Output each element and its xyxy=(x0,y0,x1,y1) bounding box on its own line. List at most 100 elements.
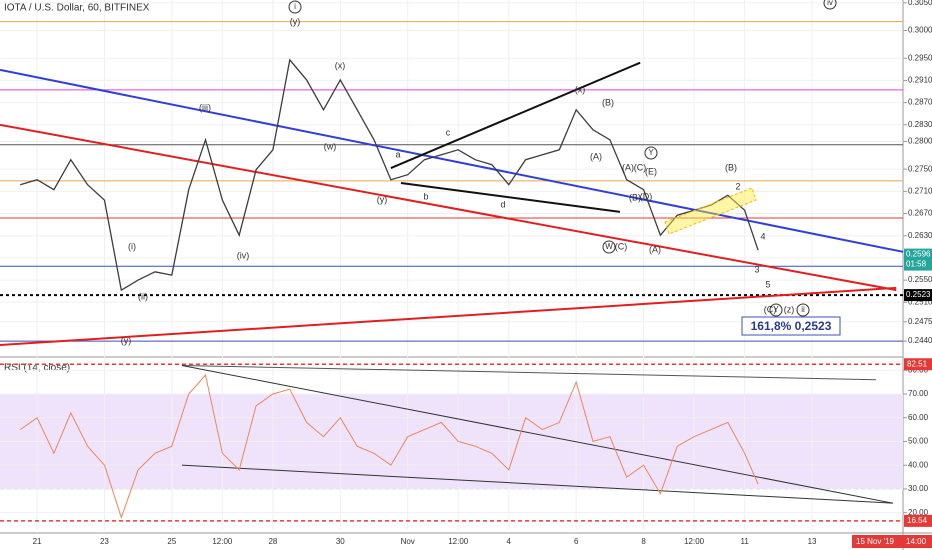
y-tick-label: 60.00 xyxy=(908,413,929,422)
y-tick-label: 20.00 xyxy=(908,508,929,517)
x-tick-label: 12:00 xyxy=(684,537,705,546)
wave-label: i xyxy=(294,2,296,11)
trendline xyxy=(181,464,893,504)
wave-circle xyxy=(644,146,658,160)
wave-label: (B) xyxy=(725,162,737,172)
y-tick-label: 0.2750 xyxy=(908,164,932,173)
wave-circle xyxy=(796,303,810,317)
footer-time: 14:00 xyxy=(906,537,927,546)
y-tick-label: 0.2800 xyxy=(908,137,932,146)
wave-label: 3 xyxy=(754,264,759,274)
x-tick-label: 30 xyxy=(336,537,345,546)
y-tick-label: 0.3000 xyxy=(908,26,932,35)
y-tick-label: 0.2440 xyxy=(908,336,932,345)
y-tick-label: 0.2670 xyxy=(908,209,932,218)
target-note: 161,8% 0,2523 xyxy=(751,319,832,333)
trendline xyxy=(0,286,897,347)
y-tick-label: 0.2830 xyxy=(908,120,932,129)
wave-label: Y xyxy=(648,148,654,157)
wave-label: W xyxy=(605,242,613,251)
wave-label: 4 xyxy=(760,231,765,241)
rsi-extreme-label: 82.51 xyxy=(907,359,928,368)
last-price-label: 0.2596 xyxy=(906,250,931,259)
wave-label: (iv) xyxy=(237,250,250,260)
time-tag xyxy=(852,535,932,548)
wave-label: (A) xyxy=(649,244,661,254)
wave-label: (y) xyxy=(121,335,132,345)
countdown: 01:58 xyxy=(906,260,927,269)
wave-label: 2 xyxy=(735,181,740,191)
wave-label: (y) xyxy=(377,194,388,204)
wave-label: (x) xyxy=(335,60,346,70)
x-tick-label: 12:00 xyxy=(212,537,233,546)
wave-circle xyxy=(769,303,783,317)
wave-label: (B) xyxy=(629,192,641,202)
wave-label: (w) xyxy=(324,141,337,151)
y-tick-label: 70.00 xyxy=(908,389,929,398)
target-note-box xyxy=(741,316,841,336)
rsi-extreme-tag xyxy=(904,358,932,371)
wave-label: (D) xyxy=(640,191,653,201)
x-tick-label: 13 xyxy=(808,537,817,546)
y-tick-label: 0.2910 xyxy=(908,76,932,85)
x-tick-label: 6 xyxy=(574,537,579,546)
last-price-tag xyxy=(904,248,932,271)
trendline xyxy=(0,68,904,253)
footer-date: 15 Nov '19 xyxy=(856,537,895,546)
trendline xyxy=(400,182,621,213)
y-tick-label: 40.00 xyxy=(908,460,929,469)
wave-label: (C) xyxy=(615,241,628,251)
y-tick-label: 0.2710 xyxy=(908,186,932,195)
wave-label: (y) xyxy=(290,16,301,26)
wave-label: b xyxy=(423,191,428,201)
x-tick-label: 4 xyxy=(507,537,512,546)
wave-label: (E) xyxy=(645,166,657,176)
wave-label: (i) xyxy=(128,241,136,251)
x-tick-label: Nov xyxy=(401,537,415,546)
x-tick-label: 23 xyxy=(100,537,109,546)
chart-title: IOTA / U.S. Dollar, 60, BITFINEX xyxy=(4,3,150,14)
wave-label: (C) xyxy=(634,162,647,172)
y-tick-label: 0.2510 xyxy=(908,297,932,306)
trendline xyxy=(181,364,877,381)
rsi-extreme-label: 16.54 xyxy=(907,516,928,525)
y-tick-label: 0.2950 xyxy=(908,53,932,62)
y-tick-label: 0.2630 xyxy=(908,231,932,240)
wave-label: 5 xyxy=(765,279,770,289)
wave-label: (A) xyxy=(622,162,634,172)
trendline xyxy=(390,61,641,169)
wave-label: (ii) xyxy=(138,291,148,301)
wave-label: (B) xyxy=(602,97,614,107)
wave-circle xyxy=(823,0,837,10)
x-tick-label: 8 xyxy=(641,537,646,546)
target-tag-label: 0.2523 xyxy=(906,290,931,299)
x-tick-label: 21 xyxy=(33,537,42,546)
wave-label: (x) xyxy=(575,84,586,94)
wave-label: (z) xyxy=(784,304,795,314)
wave-circle xyxy=(288,0,302,14)
y-tick-label: 0.3050 xyxy=(908,0,932,7)
wave-label: a xyxy=(395,149,400,159)
wave-label: (iii) xyxy=(199,102,211,112)
wave-label: Y xyxy=(773,305,779,314)
wave-label: ii xyxy=(801,305,805,314)
y-tick-label: 50.00 xyxy=(908,437,929,446)
series-line xyxy=(20,58,759,292)
x-tick-label: 12:00 xyxy=(448,537,469,546)
x-tick-label: 25 xyxy=(167,537,176,546)
wave-circle xyxy=(602,240,616,254)
wave-label: c xyxy=(446,127,451,137)
target-tag xyxy=(904,289,932,302)
wave-label: iv xyxy=(827,0,833,7)
x-tick-label: 11 xyxy=(740,537,749,546)
x-tick-label: 28 xyxy=(268,537,277,546)
series-line xyxy=(19,373,759,519)
y-tick-label: 0.2870 xyxy=(908,98,932,107)
channel xyxy=(664,187,757,235)
y-tick-label: 0.2475 xyxy=(908,317,932,326)
y-tick-label: 30.00 xyxy=(908,484,929,493)
wave-label: (A) xyxy=(590,151,602,161)
rsi-extreme-tag xyxy=(904,514,932,527)
trendline xyxy=(181,364,893,504)
